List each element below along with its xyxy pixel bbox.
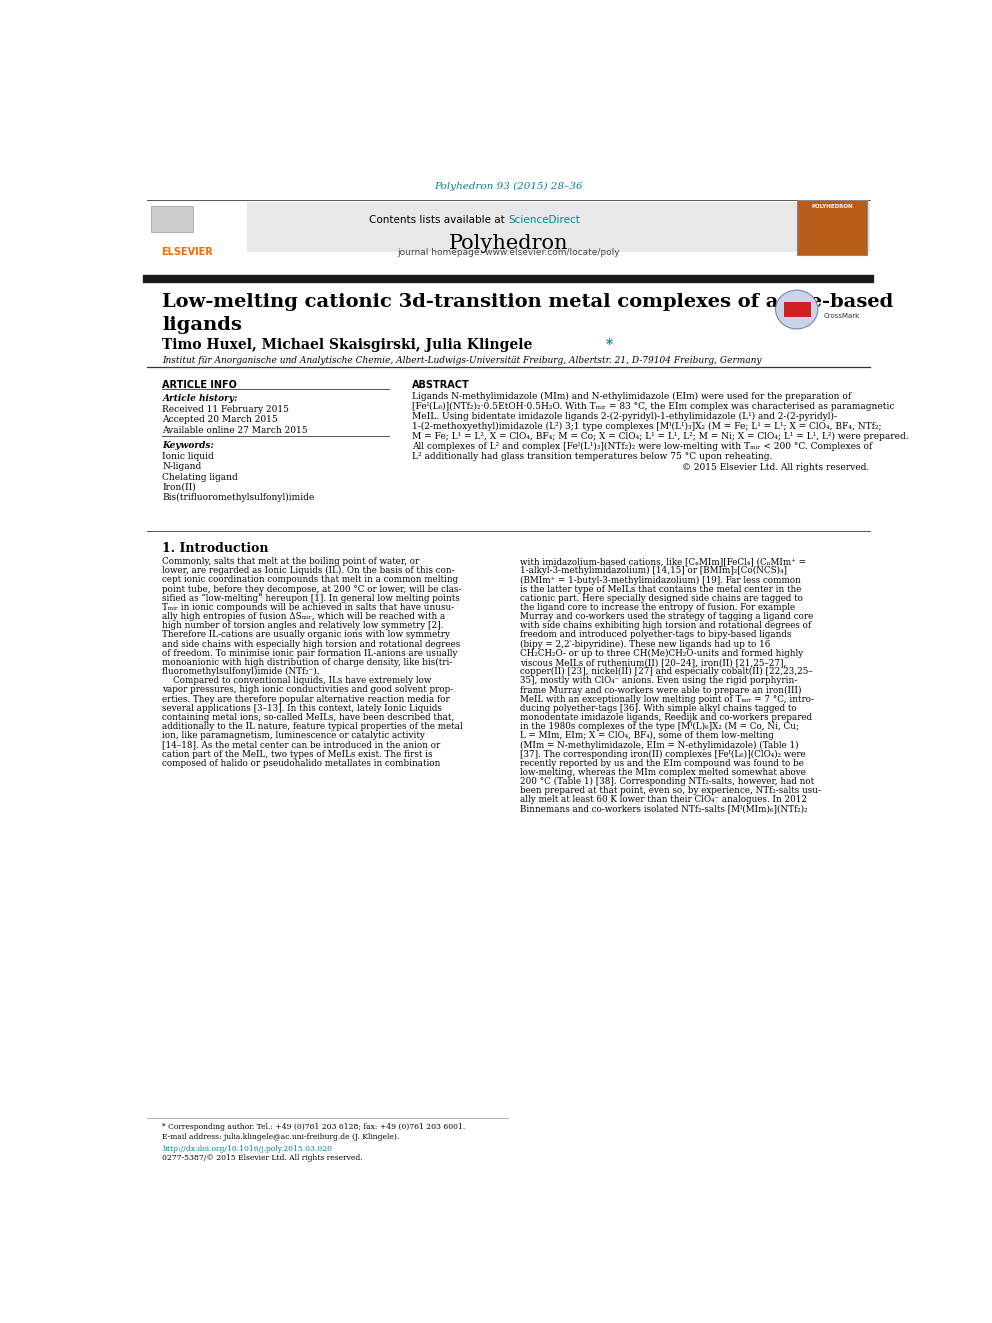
Text: viscous MeILs of ruthenium(II) [20–24], iron(II) [21,25–27],: viscous MeILs of ruthenium(II) [20–24], … — [520, 658, 787, 667]
Text: erties. They are therefore popular alternative reaction media for: erties. They are therefore popular alter… — [163, 695, 450, 704]
Text: * Corresponding author. Tel.: +49 (0)761 203 6128; fax: +49 (0)761 203 6001.: * Corresponding author. Tel.: +49 (0)761… — [163, 1123, 465, 1131]
Text: low-melting, whereas the MIm complex melted somewhat above: low-melting, whereas the MIm complex mel… — [520, 767, 806, 777]
Text: monoanionic with high distribution of charge density, like bis(tri-: monoanionic with high distribution of ch… — [163, 658, 452, 667]
Text: Low-melting cationic 3d-transition metal complexes of azole-based
ligands: Low-melting cationic 3d-transition metal… — [163, 294, 894, 335]
Text: (MIm = N-methylimidazole, EIm = N-ethylimidazole) (Table 1): (MIm = N-methylimidazole, EIm = N-ethyli… — [520, 741, 799, 750]
Text: composed of halido or pseudohalido metallates in combination: composed of halido or pseudohalido metal… — [163, 759, 440, 767]
Text: Article history:: Article history: — [163, 394, 238, 404]
Text: additionally to the IL nature, feature typical properties of the metal: additionally to the IL nature, feature t… — [163, 722, 463, 732]
Text: frame Murray and co-workers were able to prepare an iron(III): frame Murray and co-workers were able to… — [520, 685, 802, 695]
Text: been prepared at that point, even so, by experience, NTf₂-salts usu-: been prepared at that point, even so, by… — [520, 786, 821, 795]
FancyBboxPatch shape — [797, 200, 867, 254]
Text: ARTICLE INFO: ARTICLE INFO — [163, 380, 237, 390]
Text: http://dx.doi.org/10.1016/j.poly.2015.03.020: http://dx.doi.org/10.1016/j.poly.2015.03… — [163, 1144, 332, 1152]
Text: Ionic liquid: Ionic liquid — [163, 452, 214, 462]
Text: Chelating ligand: Chelating ligand — [163, 472, 238, 482]
Text: ELSEVIER: ELSEVIER — [161, 247, 213, 258]
Text: sified as “low-melting” hereupon [1]. In general low melting points: sified as “low-melting” hereupon [1]. In… — [163, 594, 460, 603]
Text: 1-alkyl-3-methylimidazolium) [14,15] or [BMIm]₂[Co(NCS)₄]: 1-alkyl-3-methylimidazolium) [14,15] or … — [520, 566, 787, 576]
Text: Available online 27 March 2015: Available online 27 March 2015 — [163, 426, 309, 435]
Text: ducing polyether-tags [36]. With simple alkyl chains tagged to: ducing polyether-tags [36]. With simple … — [520, 704, 797, 713]
Text: ally melt at least 60 K lower than their ClO₄⁻ analogues. In 2012: ally melt at least 60 K lower than their… — [520, 795, 806, 804]
Text: with side chains exhibiting high torsion and rotational degrees of: with side chains exhibiting high torsion… — [520, 622, 811, 630]
Text: Ligands N-methylimidazole (MIm) and N-ethylimidazole (EIm) were used for the pre: Ligands N-methylimidazole (MIm) and N-et… — [413, 392, 851, 401]
Text: Keywords:: Keywords: — [163, 441, 214, 450]
Text: L = MIm, EIm; X = ClO₄, BF₄), some of them low-melting: L = MIm, EIm; X = ClO₄, BF₄), some of th… — [520, 732, 774, 741]
Text: Therefore IL-cations are usually organic ions with low symmetry: Therefore IL-cations are usually organic… — [163, 631, 450, 639]
Text: [Feᴵ(L₆)](NTf₂)₂·0.5EtOH·0.5H₂O. With Tₘᵢᵣ = 83 °C, the EIm complex was characte: [Feᴵ(L₆)](NTf₂)₂·0.5EtOH·0.5H₂O. With Tₘ… — [413, 402, 895, 411]
Text: Contents lists available at: Contents lists available at — [369, 214, 509, 225]
Text: the ligand core to increase the entropy of fusion. For example: the ligand core to increase the entropy … — [520, 603, 795, 613]
Text: Received 11 February 2015: Received 11 February 2015 — [163, 405, 290, 414]
Text: N-ligand: N-ligand — [163, 462, 201, 471]
Text: ion, like paramagnetism, luminescence or catalytic activity: ion, like paramagnetism, luminescence or… — [163, 732, 426, 741]
Text: lower, are regarded as Ionic Liquids (IL). On the basis of this con-: lower, are regarded as Ionic Liquids (IL… — [163, 566, 455, 576]
FancyBboxPatch shape — [784, 303, 810, 316]
Text: ScienceDirect: ScienceDirect — [509, 214, 580, 225]
Text: high number of torsion angles and relatively low symmetry [2].: high number of torsion angles and relati… — [163, 622, 443, 630]
Text: M = Fe; L¹ = L², X = ClO₄, BF₄; M = Co; X = ClO₄; L¹ = L¹, L²; M = Ni; X = ClO₄;: M = Fe; L¹ = L², X = ClO₄, BF₄; M = Co; … — [413, 433, 909, 441]
Text: copper(II) [23], nickel(II) [27] and especially cobalt(II) [22,23,25–: copper(II) [23], nickel(II) [27] and esp… — [520, 667, 812, 676]
Text: and side chains with especially high torsion and rotational degrees: and side chains with especially high tor… — [163, 639, 460, 648]
FancyBboxPatch shape — [151, 205, 193, 232]
Text: Polyhedron 93 (2015) 28–36: Polyhedron 93 (2015) 28–36 — [434, 183, 582, 192]
Text: ABSTRACT: ABSTRACT — [413, 380, 470, 390]
Text: All complexes of L² and complex [Feᴵ(L¹)₃](NTf₂)₂ were low-melting with Tₘᵢᵣ < 2: All complexes of L² and complex [Feᴵ(L¹)… — [413, 442, 873, 451]
Text: [14–18]. As the metal center can be introduced in the anion or: [14–18]. As the metal center can be intr… — [163, 741, 440, 749]
Text: (bipy = 2,2′-bipyridine). These new ligands had up to 16: (bipy = 2,2′-bipyridine). These new liga… — [520, 639, 771, 648]
Text: MeIL with an exceptionally low melting point of Tₘᵢᵣ = 7 °C, intro-: MeIL with an exceptionally low melting p… — [520, 695, 813, 704]
Text: vapor pressures, high ionic conductivities and good solvent prop-: vapor pressures, high ionic conductiviti… — [163, 685, 453, 695]
Text: in the 1980s complexes of the type [Mᴵ(L)₆]X₂ (M = Co, Ni, Cu;: in the 1980s complexes of the type [Mᴵ(L… — [520, 722, 799, 732]
Text: 200 °C (Table 1) [38]. Corresponding NTf₂-salts, however, had not: 200 °C (Table 1) [38]. Corresponding NTf… — [520, 777, 814, 786]
Text: *: * — [606, 339, 613, 352]
Ellipse shape — [776, 290, 817, 329]
Text: 1. Introduction: 1. Introduction — [163, 542, 269, 554]
Text: CH₂CH₂O- or up to three CH(Me)CH₂O-units and formed highly: CH₂CH₂O- or up to three CH(Me)CH₂O-units… — [520, 648, 804, 658]
Text: (BMIm⁺ = 1-butyl-3-methylimidazolium) [19]. Far less common: (BMIm⁺ = 1-butyl-3-methylimidazolium) [1… — [520, 576, 801, 585]
Text: containing metal ions, so-called MeILs, have been described that,: containing metal ions, so-called MeILs, … — [163, 713, 454, 722]
Text: 0277-5387/© 2015 Elsevier Ltd. All rights reserved.: 0277-5387/© 2015 Elsevier Ltd. All right… — [163, 1154, 363, 1162]
Text: of freedom. To minimise ionic pair formation IL-anions are usually: of freedom. To minimise ionic pair forma… — [163, 648, 458, 658]
Text: Polyhedron: Polyhedron — [448, 234, 568, 253]
Text: cept ionic coordination compounds that melt in a common melting: cept ionic coordination compounds that m… — [163, 576, 458, 585]
Text: Timo Huxel, Michael Skaisgirski, Julia Klingele: Timo Huxel, Michael Skaisgirski, Julia K… — [163, 339, 533, 352]
Text: POLYHEDRON: POLYHEDRON — [811, 204, 853, 209]
Text: freedom and introduced polyether-tags to bipy-based ligands: freedom and introduced polyether-tags to… — [520, 631, 792, 639]
Text: ally high entropies of fusion ΔSₘᵢᵣ, which will be reached with a: ally high entropies of fusion ΔSₘᵢᵣ, whi… — [163, 613, 445, 620]
Text: [37]. The corresponding iron(II) complexes [Feᴵ(L₆)](ClO₄)₂ were: [37]. The corresponding iron(II) complex… — [520, 750, 806, 758]
FancyBboxPatch shape — [147, 201, 870, 253]
Text: with imidazolium-based cations, like [CₙMIm][FeCl₄] (CₙMIm⁺ =: with imidazolium-based cations, like [Cₙ… — [520, 557, 806, 566]
Text: Iron(II): Iron(II) — [163, 483, 196, 492]
Text: L² additionally had glass transition temperatures below 75 °C upon reheating.: L² additionally had glass transition tem… — [413, 452, 773, 460]
Text: is the latter type of MeILs that contains the metal center in the: is the latter type of MeILs that contain… — [520, 585, 802, 594]
Text: E-mail address: julia.klingele@ac.uni-freiburg.de (J. Klingele).: E-mail address: julia.klingele@ac.uni-fr… — [163, 1132, 400, 1140]
Text: Accepted 20 March 2015: Accepted 20 March 2015 — [163, 415, 278, 425]
Text: point tube, before they decompose, at 200 °C or lower, will be clas-: point tube, before they decompose, at 20… — [163, 585, 462, 594]
Text: Binnemans and co-workers isolated NTf₂-salts [Mᴵ(MIm)₆](NTf₂)₂: Binnemans and co-workers isolated NTf₂-s… — [520, 804, 807, 814]
Text: cationic part. Here specially designed side chains are tagged to: cationic part. Here specially designed s… — [520, 594, 803, 603]
Text: 1-(2-methoxyethyl)imidazole (L²) 3;1 type complexes [Mᴵ(L¹)₃]X₂ (M = Fe; L¹ = L¹: 1-(2-methoxyethyl)imidazole (L²) 3;1 typ… — [413, 422, 882, 431]
Text: Tₘᵢᵣ in ionic compounds will be achieved in salts that have unusu-: Tₘᵢᵣ in ionic compounds will be achieved… — [163, 603, 454, 613]
Text: several applications [3–13]. In this context, lately Ionic Liquids: several applications [3–13]. In this con… — [163, 704, 442, 713]
Text: 35], mostly with ClO₄⁻ anions. Even using the rigid porphyrin-: 35], mostly with ClO₄⁻ anions. Even usin… — [520, 676, 798, 685]
Text: journal homepage: www.elsevier.com/locate/poly: journal homepage: www.elsevier.com/locat… — [397, 249, 620, 258]
Text: monodentate imidazole ligands, Reedijk and co-workers prepared: monodentate imidazole ligands, Reedijk a… — [520, 713, 812, 722]
Text: recently reported by us and the EIm compound was found to be: recently reported by us and the EIm comp… — [520, 759, 804, 767]
Text: cation part of the MeIL, two types of MeILs exist. The first is: cation part of the MeIL, two types of Me… — [163, 750, 433, 758]
FancyBboxPatch shape — [147, 201, 247, 253]
Text: fluoromethylsulfonyl)imide (NTf₂⁻).: fluoromethylsulfonyl)imide (NTf₂⁻). — [163, 667, 320, 676]
Text: MeIL. Using bidentate imidazole ligands 2-(2-pyridyl)-1-ethylimidazole (L¹) and : MeIL. Using bidentate imidazole ligands … — [413, 411, 837, 421]
Text: CrossMark: CrossMark — [823, 312, 860, 319]
Text: Murray and co-workers used the strategy of tagging a ligand core: Murray and co-workers used the strategy … — [520, 613, 813, 620]
Text: © 2015 Elsevier Ltd. All rights reserved.: © 2015 Elsevier Ltd. All rights reserved… — [682, 463, 870, 472]
Text: Bis(trifluoromethylsulfonyl)imide: Bis(trifluoromethylsulfonyl)imide — [163, 493, 314, 501]
Text: Commonly, salts that melt at the boiling point of water, or: Commonly, salts that melt at the boiling… — [163, 557, 420, 566]
Text: Institut für Anorganische und Analytische Chemie, Albert-Ludwigs-Universität Fre: Institut für Anorganische und Analytisch… — [163, 356, 762, 365]
Text: Compared to conventional liquids, ILs have extremely low: Compared to conventional liquids, ILs ha… — [163, 676, 432, 685]
